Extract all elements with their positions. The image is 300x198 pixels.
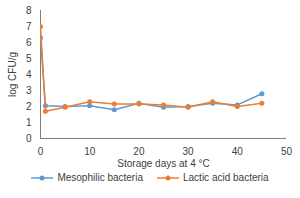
svg-text:log CFU/g: log CFU/g [7, 52, 18, 97]
svg-text:8: 8 [26, 5, 32, 16]
svg-text:0: 0 [38, 146, 44, 157]
svg-text:0: 0 [26, 133, 32, 144]
svg-text:1: 1 [26, 117, 32, 128]
svg-text:10: 10 [84, 146, 96, 157]
svg-text:5: 5 [26, 53, 32, 64]
html-text:Lactic acid bacteria: Lactic acid bacteria [183, 172, 269, 183]
svg-text:3: 3 [26, 85, 32, 96]
html-text:Mesophilic bacteria: Mesophilic bacteria [57, 172, 143, 183]
svg-text:4: 4 [26, 69, 32, 80]
svg-text:20: 20 [133, 146, 145, 157]
svg-text:30: 30 [183, 146, 195, 157]
svg-text:2: 2 [26, 101, 32, 112]
svg-text:Storage days at 4 °C: Storage days at 4 °C [117, 158, 209, 169]
svg-text:7: 7 [26, 21, 32, 32]
svg-text:40: 40 [232, 146, 244, 157]
svg-text:50: 50 [281, 146, 293, 157]
svg-text:6: 6 [26, 37, 32, 48]
